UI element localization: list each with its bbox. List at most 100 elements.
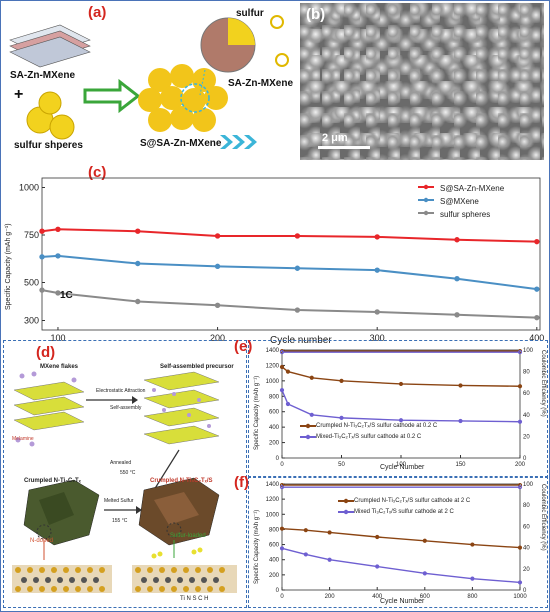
y2-tick-label: 80 <box>523 370 530 376</box>
data-point <box>303 552 308 557</box>
data-point <box>279 388 285 393</box>
y-tick-label: 600 <box>269 543 280 549</box>
plot-frame <box>41 177 541 331</box>
d-label-self-assembled: Self-assembled precursor <box>160 364 234 370</box>
x-tick-label: 100 <box>50 333 65 343</box>
data-point <box>294 233 301 239</box>
y2-tick-label: 20 <box>523 434 530 440</box>
chart-c-ylabel: Specific Capacity (mAh g⁻¹) <box>5 223 12 310</box>
series-line <box>41 289 537 319</box>
y-tick-label: 400 <box>269 425 280 431</box>
d-label-electrostatic: Electrostatic Attraction <box>96 388 146 394</box>
y-tick-label: 300 <box>24 316 39 326</box>
legend-marker <box>423 184 429 190</box>
data-point <box>39 228 45 234</box>
y2-tick-label: 0 <box>523 588 527 594</box>
lattice-left <box>12 565 112 593</box>
y2-tick-label: 60 <box>523 524 530 530</box>
y2-tick-label: 100 <box>523 348 534 354</box>
series-line <box>41 228 537 243</box>
data-point <box>214 233 221 239</box>
data-point <box>55 226 61 232</box>
legend-c-1: S@MXene <box>440 197 479 206</box>
series-line <box>281 547 521 584</box>
legend-c-0: S@SA-Zn-MXene <box>440 184 505 193</box>
data-point <box>534 238 540 245</box>
mxene-sheet-stack <box>9 24 91 68</box>
data-point <box>135 260 141 267</box>
chart-c-annotation: 1C <box>60 290 73 301</box>
data-point <box>294 307 301 313</box>
y-tick-label: 1400 <box>266 482 280 488</box>
panel-e-tag: (e) <box>234 338 253 355</box>
process-arrow <box>83 78 141 114</box>
data-point <box>374 267 380 273</box>
data-point <box>279 546 285 551</box>
data-point <box>327 557 332 562</box>
panel-d-schematic <box>12 371 237 593</box>
data-point <box>454 276 460 282</box>
chart-f-y2label: Coulombic Efficiency (%) <box>540 484 546 551</box>
legend-marker <box>305 434 311 440</box>
x-tick-label: 400 <box>372 594 383 600</box>
y-tick-label: 0 <box>276 456 280 462</box>
y-tick-label: 0 <box>276 588 280 594</box>
panel-d-box <box>3 340 247 608</box>
lattice-right <box>132 547 237 593</box>
d-label-temp2: 155 °C <box>112 518 128 524</box>
chevron-arrows <box>220 135 257 149</box>
y-tick-label: 500 <box>24 278 39 288</box>
y2-tick-label: 100 <box>523 482 534 488</box>
x-tick-label: 400 <box>529 333 544 343</box>
data-point <box>422 538 427 543</box>
panel-a-schematic <box>9 15 289 149</box>
data-point <box>534 286 540 292</box>
y-tick-label: 200 <box>269 573 280 579</box>
y-tick-label: 1000 <box>19 183 39 193</box>
data-point <box>398 418 404 423</box>
scale-bar-label: 2 μm <box>322 132 348 144</box>
d-label-annealed: Annealed <box>110 460 132 466</box>
sulfur-sphere <box>38 91 62 115</box>
panel-c-tag: (c) <box>88 164 107 181</box>
d-label-crumpled-ns: Crumpled N-Ti₃C₂Tₓ/S <box>150 478 213 484</box>
data-point <box>454 312 460 318</box>
data-point <box>339 378 344 383</box>
data-point <box>458 383 463 388</box>
data-point <box>55 253 61 259</box>
data-point <box>279 526 285 531</box>
y-tick-label: 800 <box>269 527 280 533</box>
y-tick-label: 1400 <box>266 348 280 354</box>
x-tick-label: 100 <box>396 462 407 468</box>
x-tick-label: 0 <box>280 594 284 600</box>
y-tick-label: 1000 <box>266 379 280 385</box>
d-label-mxene-flakes: MXene flakes <box>40 364 79 370</box>
data-point <box>375 534 380 540</box>
data-point <box>294 265 301 271</box>
d-label-crumpled-n: Crumpled N-Ti₃C₂Tₓ <box>24 478 81 484</box>
y-tick-label: 600 <box>269 410 280 416</box>
panel-d-tag: (d) <box>36 344 56 361</box>
data-point <box>517 419 523 424</box>
x-tick-label: 150 <box>455 462 466 468</box>
legend-f-0: Crumpled N-Ti₃C₂Tₓ/S sulfur cathode at 2… <box>354 498 471 504</box>
data-point <box>285 401 291 407</box>
data-point <box>534 314 540 321</box>
data-point <box>374 309 380 315</box>
data-point <box>454 237 460 243</box>
y-tick-label: 400 <box>269 558 280 564</box>
data-point <box>517 350 523 355</box>
data-point <box>339 415 344 420</box>
x-tick-label: 300 <box>370 333 385 343</box>
series-line <box>281 527 521 549</box>
y2-tick-label: 0 <box>523 456 527 462</box>
x-tick-label: 200 <box>515 462 526 468</box>
panel-a-tag: (a) <box>88 4 107 21</box>
legend-marker <box>305 423 311 429</box>
data-point <box>309 412 314 417</box>
y-tick-label: 200 <box>269 441 280 447</box>
x-tick-label: 600 <box>420 594 431 600</box>
x-tick-label: 0 <box>280 462 284 468</box>
legend-e-0: Crumpled N-Ti₃C₂Tₓ/S sulfur cathode at 0… <box>316 423 438 429</box>
data-point <box>517 384 523 389</box>
